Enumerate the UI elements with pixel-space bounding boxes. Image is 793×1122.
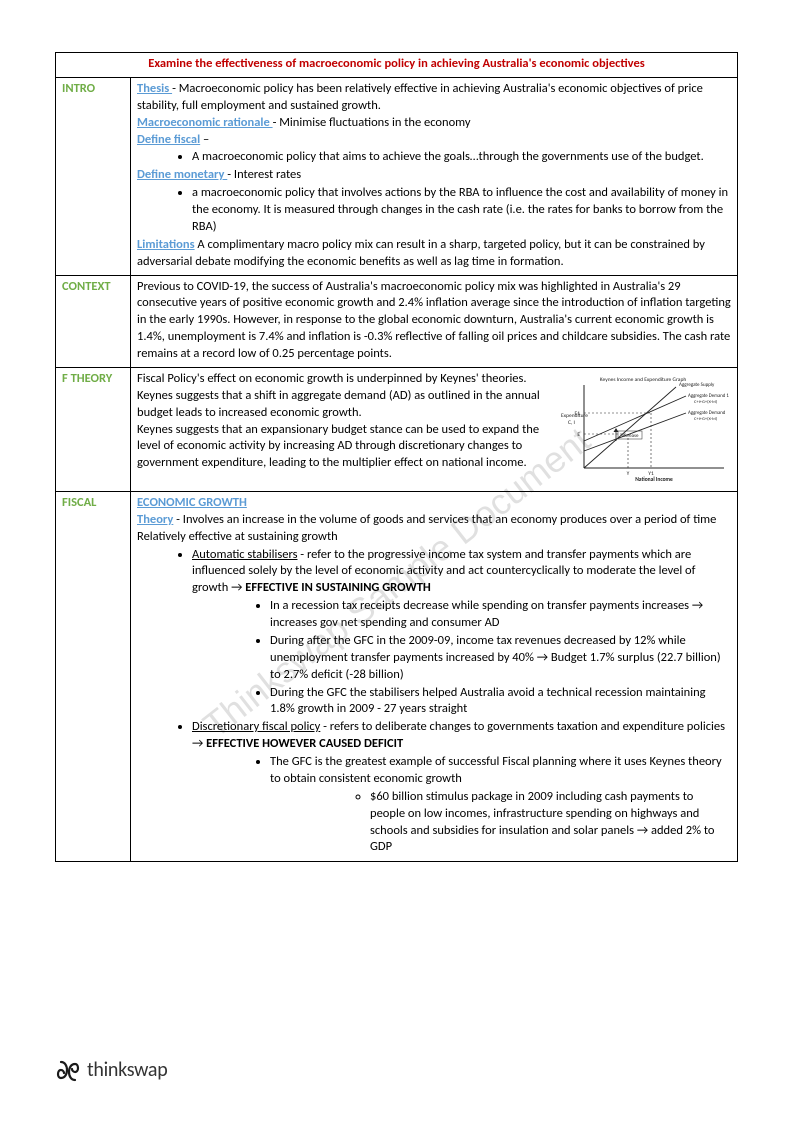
chart-ymark-e: E [577, 432, 580, 438]
row-content-intro: Thesis - Macroeconomic policy has been r… [131, 77, 738, 275]
limitations-heading: Limitations [137, 237, 195, 252]
chart-legend-ad1: Aggregate Demand 1 [688, 393, 729, 399]
chart-xlabel: National Income [635, 477, 673, 483]
auto-stabilisers-heading: Automatic stabilisers [192, 547, 297, 562]
auto-bullet-1: In a recession tax receipts decrease whi… [270, 598, 731, 632]
footer-brand: thinkswap [87, 1057, 167, 1084]
row-label-intro: INTRO [56, 77, 131, 275]
disc-subbullet-1: $60 billion stimulus package in 2009 inc… [370, 789, 731, 857]
auto-stabilisers-bold: EFFECTIVE IN SUSTAINING GROWTH [245, 580, 431, 595]
row-label-ftheory: F THEORY [56, 367, 131, 491]
define-fiscal-heading: Define fiscal [137, 132, 200, 147]
essay-plan-table: Examine the effectiveness of macroeconom… [55, 52, 738, 862]
define-monetary-bullet: a macroeconomic policy that involves act… [192, 185, 731, 236]
auto-bullet-3: During the GFC the stabilisers helped Au… [270, 685, 731, 719]
economic-growth-heading: ECONOMIC GROWTH [137, 495, 247, 510]
fiscal-line2: Relatively effective at sustaining growt… [137, 529, 731, 546]
footer: thinkswap [55, 1057, 167, 1084]
chart-ymark-e1: E1 [575, 411, 581, 417]
rationale-heading: Macroeconomic rationale [137, 115, 273, 130]
define-fiscal-dash: – [200, 132, 209, 147]
discretionary-heading: Discretionary fiscal policy [192, 719, 320, 734]
chart-ylabel2: C, I [568, 420, 575, 426]
svg-text:C+I+G+(X-M): C+I+G+(X-M) [694, 399, 718, 405]
page-title: Examine the effectiveness of macroeconom… [148, 56, 645, 71]
theory-heading: Theory [137, 512, 173, 527]
row-content-context: Previous to COVID-19, the success of Aus… [131, 275, 738, 367]
chart-title: Keynes Income and Expenditure Graph [600, 377, 687, 383]
discretionary-item: Discretionary fiscal policy - refers to … [192, 719, 731, 856]
auto-bullet-2: During after the GFC in the 2009-09, inc… [270, 633, 731, 684]
define-monetary-text: - Interest rates [227, 167, 301, 182]
thesis-heading: Thesis [137, 81, 172, 96]
keynes-chart: Keynes Income and Expenditure Graph [556, 373, 731, 483]
chart-xmark-y: Y [627, 471, 630, 477]
row-content-fiscal: ECONOMIC GROWTH Theory - Involves an inc… [131, 491, 738, 861]
row-content-ftheory: Keynes Income and Expenditure Graph [131, 367, 738, 491]
discretionary-bold: EFFECTIVE HOWEVER CAUSED DEFICIT [206, 736, 403, 751]
row-label-fiscal: FISCAL [56, 491, 131, 861]
disc-bullet-1: The GFC is the greatest example of succe… [270, 754, 731, 856]
limitations-text: A complimentary macro policy mix can res… [137, 237, 705, 269]
chart-legend-ad: Aggregate Demand [688, 410, 726, 416]
define-fiscal-bullet: A macroeconomic policy that aims to achi… [192, 149, 731, 166]
title-cell: Examine the effectiveness of macroeconom… [56, 53, 738, 78]
chart-legend-as: Aggregate Supply [679, 382, 715, 388]
svg-text:C+I+G+(X-M): C+I+G+(X-M) [694, 416, 718, 422]
thesis-text: - Macroeconomic policy has been relative… [137, 81, 703, 113]
theory-text: - Involves an increase in the volume of … [173, 512, 716, 527]
row-label-context: CONTEXT [56, 275, 131, 367]
rationale-text: - Minimise fluctuations in the economy [273, 115, 471, 130]
thinkswap-logo-icon [55, 1058, 81, 1084]
auto-stabilisers-item: Automatic stabilisers - refer to the pro… [192, 547, 731, 719]
chart-callout: Increase [621, 433, 639, 439]
define-monetary-heading: Define monetary [137, 167, 227, 182]
